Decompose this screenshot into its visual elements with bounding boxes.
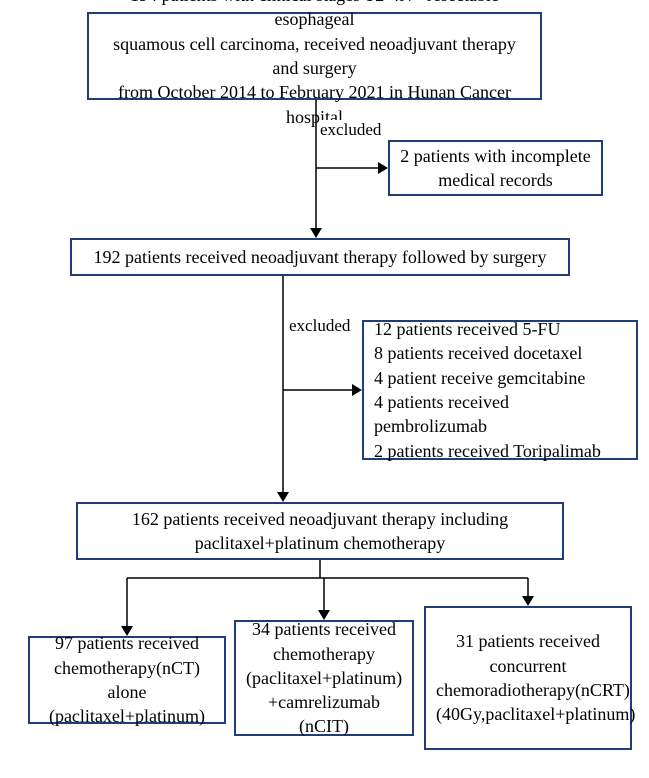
box-line: chemotherapy — [246, 642, 402, 666]
box-line: 4 patients received pembrolizumab — [374, 390, 626, 439]
box-line: 8 patients received docetaxel — [374, 341, 626, 365]
box-line: chemoradiotherapy(nCRT) — [436, 678, 620, 702]
label-excluded-1: excluded — [320, 120, 381, 140]
box-arm-ncrt: 31 patients receivedconcurrentchemoradio… — [424, 606, 632, 750]
box-line: from October 2014 to February 2021 in Hu… — [99, 80, 530, 129]
box-excluded-incomplete: 2 patients with incompletemedical record… — [388, 140, 603, 196]
box-arm-ncit: 34 patients receivedchemotherapy(paclita… — [234, 620, 414, 736]
box-initial-cohort: 194 patients with clinical stages T2-4N+… — [87, 12, 542, 100]
box-line: +camrelizumab (nCIT) — [246, 690, 402, 739]
box-line: paclitaxel+platinum chemotherapy — [88, 531, 552, 555]
box-line: squamous cell carcinoma, received neoadj… — [99, 32, 530, 81]
box-line: (40Gy,paclitaxel+platinum) — [436, 702, 620, 726]
box-line: 2 patients received Toripalimab — [374, 439, 626, 463]
box-line: 4 patient receive gemcitabine — [374, 366, 626, 390]
box-line: (paclitaxel+platinum) — [40, 704, 214, 728]
box-line: concurrent — [436, 654, 620, 678]
label-excluded-2: excluded — [289, 316, 350, 336]
box-after-exclusion-1: 192 patients received neoadjuvant therap… — [70, 238, 570, 276]
box-line: 97 patients received — [40, 631, 214, 655]
box-line: 192 patients received neoadjuvant therap… — [82, 245, 558, 269]
box-line: 34 patients received — [246, 617, 402, 641]
box-line: 162 patients received neoadjuvant therap… — [88, 507, 552, 531]
box-arm-nct: 97 patients receivedchemotherapy(nCT) al… — [28, 636, 226, 724]
box-line: chemotherapy(nCT) alone — [40, 656, 214, 705]
box-line: 194 patients with clinical stages T2-4N+… — [99, 0, 530, 32]
box-excluded-treatments: 12 patients received 5-FU8 patients rece… — [362, 320, 638, 460]
box-line: 12 patients received 5-FU — [374, 317, 626, 341]
box-line: 31 patients received — [436, 629, 620, 653]
box-line: medical records — [400, 168, 591, 192]
box-after-exclusion-2: 162 patients received neoadjuvant therap… — [76, 502, 564, 560]
box-line: 2 patients with incomplete — [400, 144, 591, 168]
box-line: (paclitaxel+platinum) — [246, 666, 402, 690]
